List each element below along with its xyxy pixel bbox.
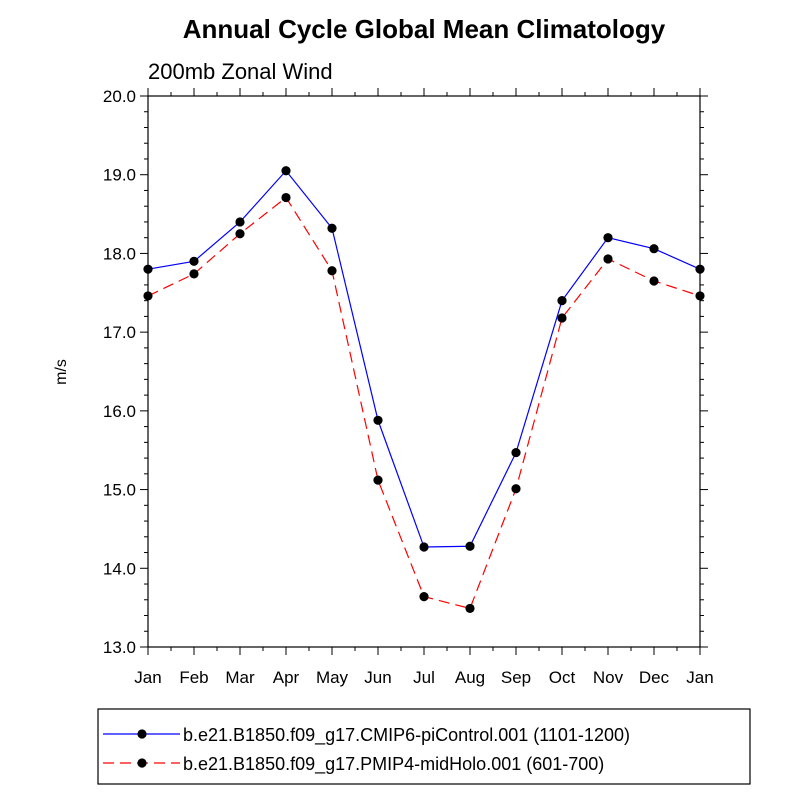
y-tick-label: 18.0 [103,244,136,263]
legend: b.e21.B1850.f09_g17.CMIP6-piControl.001 … [103,725,630,775]
x-tick-label: Aug [455,668,485,687]
series-1-point [281,166,291,176]
series-2-point [189,269,199,279]
y-tick-label: 15.0 [103,481,136,500]
series-2-point [235,229,245,239]
series-2-point [511,484,521,494]
x-tick-label: Apr [273,668,300,687]
series-2-point [603,254,613,264]
y-tick-label: 13.0 [103,638,136,657]
y-tick-labels: 13.0 14.0 15.0 16.0 17.0 18.0 19.0 20.0 [103,87,136,657]
x-tick-label: Sep [501,668,531,687]
series-1-point [603,233,613,243]
series-1-point [465,541,475,551]
x-tick-label: Jan [134,668,161,687]
series-1-point [373,415,383,425]
series-layer [143,166,705,614]
x-tick-label: Jan [686,668,713,687]
x-tick-label: Oct [549,668,576,687]
series-2-point [281,192,291,203]
x-tick-label: Feb [179,668,208,687]
series-2-point [695,291,705,301]
x-tick-label: Dec [639,668,670,687]
series-2-point [419,592,429,602]
series-1-point [649,244,659,254]
series-1-point [189,256,199,266]
series-1-point [419,542,429,552]
series-2-point [373,475,383,485]
y-tick-label: 19.0 [103,166,136,185]
y-tick-label: 17.0 [103,323,136,342]
series-line-1 [147,169,701,548]
series-2-point [557,313,567,323]
series-2-point [465,603,475,614]
y-tick-label: 16.0 [103,402,136,421]
legend-marker-1 [137,729,147,739]
y-tick-label: 14.0 [103,559,136,578]
chart-title: Annual Cycle Global Mean Climatology [183,14,666,44]
y-axis-label: m/s [53,359,70,385]
x-tick-labels: Jan Feb Mar Apr May Jun Jul Aug Sep Oct Nov Dec Jan [134,668,713,687]
series-2-point [327,266,337,276]
x-tick-label: Jul [413,668,435,687]
series-1-point [695,264,705,274]
series-2-point [143,291,153,301]
series-2-point [649,276,659,286]
legend-label-2: b.e21.B1850.f09_g17.PMIP4-midHolo.001 (6… [183,754,604,775]
legend-marker-2 [137,758,147,768]
series-1-point [327,223,337,233]
y-tick-label: 20.0 [103,87,136,106]
axis-ticks [140,88,708,655]
legend-box [97,708,751,785]
series-1-point [235,217,245,227]
series-1-point [143,264,153,274]
series-1-point [557,296,567,306]
x-tick-label: Jun [364,668,391,687]
series-1-point [511,447,521,458]
x-tick-label: Mar [225,668,255,687]
plot-area [147,95,701,648]
x-tick-label: Nov [593,668,624,687]
x-tick-label: May [316,668,349,687]
chart-subtitle: 200mb Zonal Wind [148,59,333,84]
legend-label-1: b.e21.B1850.f09_g17.CMIP6-piControl.001 … [183,725,630,746]
